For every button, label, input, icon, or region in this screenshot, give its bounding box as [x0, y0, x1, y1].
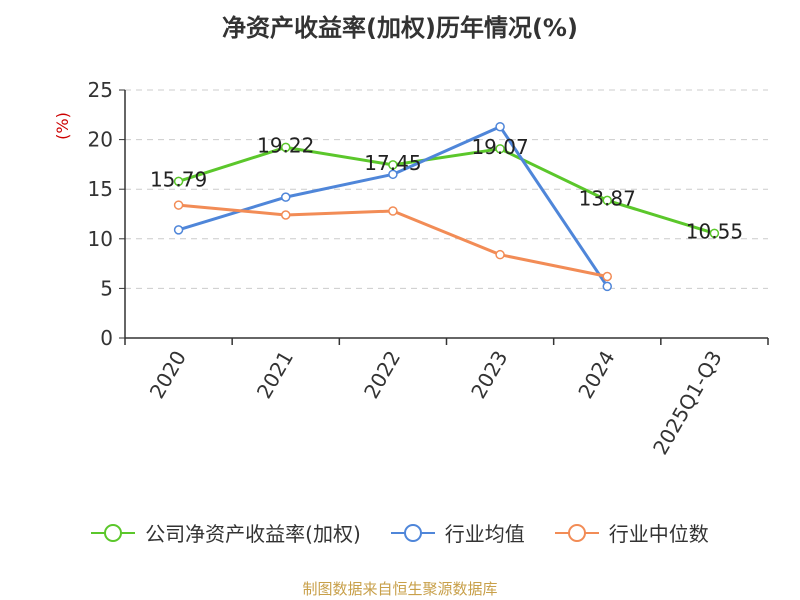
legend-label: 行业中位数 [608, 522, 709, 546]
legend-label: 公司净资产收益率(加权) [145, 522, 361, 546]
y-tick-label: 25 [88, 78, 113, 102]
legend-swatch-marker [104, 523, 123, 542]
data-point [388, 206, 398, 216]
data-label: 19.22 [257, 133, 314, 157]
data-point [495, 121, 505, 132]
legend-swatch-marker [567, 523, 586, 542]
data-point [281, 210, 291, 220]
data-point [173, 176, 184, 187]
data-point [602, 271, 612, 282]
data-point [388, 169, 398, 180]
data-label: 17.45 [364, 151, 421, 175]
grid-lines [125, 89, 768, 289]
x-tick-label: 2020 [145, 347, 191, 403]
y-tick-label: 10 [88, 227, 113, 251]
data-label: 19.07 [471, 135, 528, 159]
data-point [709, 228, 720, 239]
legend: 公司净资产收益率(加权) 行业均值 行业中位数 [0, 518, 800, 547]
x-tick-label: 2025Q1-Q3 [648, 347, 727, 459]
y-tick-label: 5 [100, 276, 113, 300]
data-point [495, 144, 505, 154]
chart-title: 净资产收益率(加权)历年情况(%) [222, 14, 578, 42]
source-note: 制图数据来自恒生聚源数据库 [302, 580, 498, 598]
data-point [495, 249, 505, 260]
data-label: 10.55 [686, 219, 743, 243]
legend-swatch [91, 523, 136, 542]
x-tick-label: 2021 [252, 347, 298, 403]
y-tick-label: 20 [88, 128, 113, 152]
legend-swatch [390, 523, 435, 542]
legend-item[interactable]: 行业均值 [390, 518, 525, 547]
y-tick-label: 15 [88, 177, 113, 201]
x-tick-label: 2022 [359, 347, 405, 403]
series-line [178, 145, 715, 235]
legend-swatch-marker [403, 523, 422, 542]
x-tick-label: 2023 [466, 347, 512, 403]
legend-item[interactable]: 行业中位数 [554, 518, 709, 547]
data-point [281, 192, 291, 202]
axes: 0 5 10 15 20 25 2020 2021 2022 2023 2024 2025Q1-Q3 [88, 78, 769, 459]
y-tick-label: 0 [100, 326, 113, 350]
y-axis-label: (%) [53, 112, 72, 140]
series-lines [173, 121, 720, 292]
data-point [173, 225, 184, 235]
x-tick-label: 2024 [573, 347, 619, 403]
data-point [602, 281, 612, 292]
data-point [281, 142, 291, 153]
legend-label: 行业均值 [444, 522, 525, 546]
series-line [178, 203, 608, 278]
data-labels: 15.79 19.22 17.45 19.07 13.87 10.55 [150, 133, 743, 243]
data-point [602, 195, 612, 206]
legend-swatch [554, 523, 599, 542]
data-point [173, 200, 184, 210]
data-point [388, 160, 398, 170]
data-label: 13.87 [579, 186, 636, 210]
data-label: 15.79 [150, 167, 207, 191]
legend-item[interactable]: 公司净资产收益率(加权) [91, 518, 361, 547]
